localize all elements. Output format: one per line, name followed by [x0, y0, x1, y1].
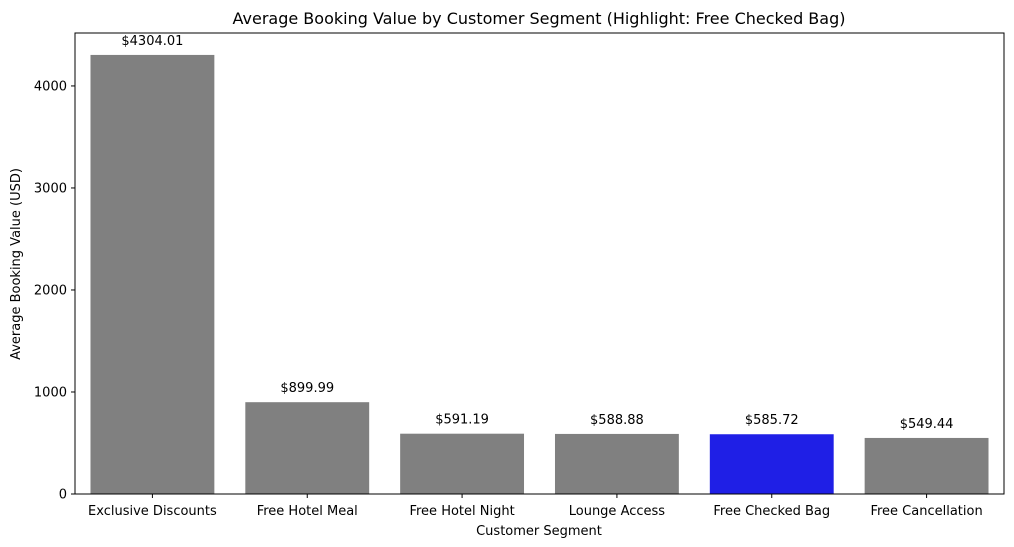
x-tick-label: Free Hotel Night: [409, 504, 514, 519]
chart-title: Average Booking Value by Customer Segmen…: [233, 9, 846, 28]
data-label: $588.88: [590, 413, 644, 428]
bar-lounge-access: [554, 433, 679, 494]
y-axis-label: Average Booking Value (USD): [9, 168, 24, 360]
bars-group: [90, 54, 989, 494]
x-axis-ticks: Exclusive Discounts Free Hotel Meal Free H…: [88, 494, 983, 519]
x-tick-label: Lounge Access: [569, 504, 666, 519]
bar-free-hotel-meal: [245, 402, 370, 494]
bar-free-checked-bag: [709, 434, 834, 494]
bar-free-hotel-night: [400, 433, 525, 494]
data-label: $585.72: [745, 413, 799, 428]
bar-free-cancellation: [864, 437, 989, 494]
data-label: $899.99: [280, 381, 334, 396]
y-tick-label: 3000: [34, 181, 67, 196]
x-tick-label: Exclusive Discounts: [88, 504, 217, 519]
y-tick-label: 0: [59, 488, 67, 503]
data-label: $591.19: [435, 413, 489, 428]
x-tick-label: Free Hotel Meal: [257, 504, 358, 519]
data-labels-group: $4304.01 $899.99 $591.19 $588.88 $585.72 $549…: [121, 34, 953, 432]
x-axis-label: Customer Segment: [476, 524, 602, 539]
y-tick-label: 4000: [34, 79, 67, 94]
bar-exclusive-discounts: [90, 54, 215, 494]
plot-frame: [74, 32, 1005, 495]
y-axis-ticks: 0 1000 2000 3000 4000: [34, 79, 75, 503]
data-label: $549.44: [900, 417, 954, 432]
x-tick-label: Free Checked Bag: [713, 504, 830, 519]
y-tick-label: 2000: [34, 283, 67, 298]
x-tick-label: Free Cancellation: [870, 504, 982, 519]
data-label: $4304.01: [121, 34, 183, 49]
y-tick-label: 1000: [34, 385, 67, 400]
